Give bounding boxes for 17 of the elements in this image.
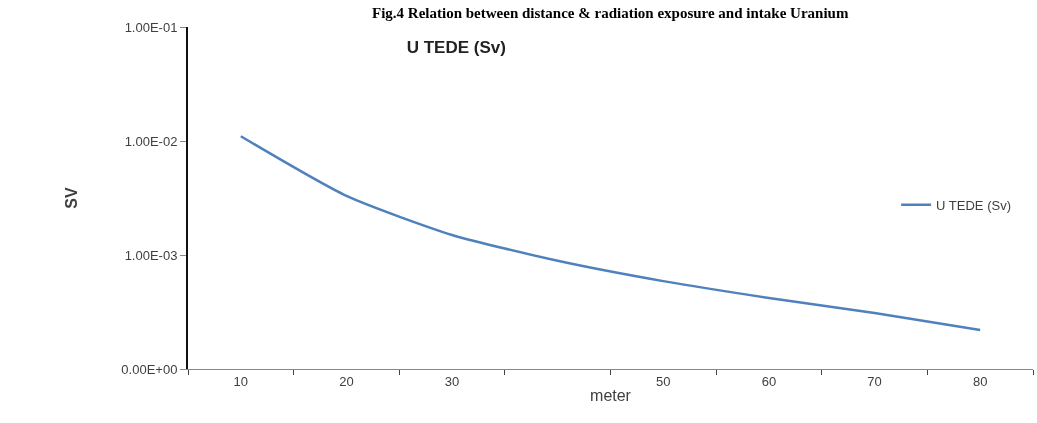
- y-tick-label: 1.00E-03: [124, 247, 178, 263]
- chart-subtitle: Fig.4 Relation between distance & radiation exposure and intake Uranium: [372, 5, 849, 21]
- x-tick-label: 20: [339, 373, 354, 389]
- x-tick-label: 70: [867, 373, 882, 389]
- y-tick-label: 0.00E+00: [121, 361, 178, 377]
- y-axis-title: SV: [62, 187, 80, 209]
- x-tick-label: 80: [972, 373, 988, 389]
- x-tick-label: 60: [761, 373, 777, 389]
- legend-label: U TEDE (Sv): [936, 197, 1011, 213]
- x-axis-title: meter: [590, 387, 632, 405]
- line-series: [239, 135, 982, 332]
- text: U TEDE (Sv): [406, 37, 506, 57]
- x-tick-label: 10: [233, 373, 249, 389]
- x-tick-label: 30: [444, 373, 460, 389]
- y-tick-label: 1.00E-01: [124, 19, 178, 35]
- y-tick-label: 1.00E-02: [124, 133, 178, 149]
- x-tick-label: 50: [656, 373, 671, 389]
